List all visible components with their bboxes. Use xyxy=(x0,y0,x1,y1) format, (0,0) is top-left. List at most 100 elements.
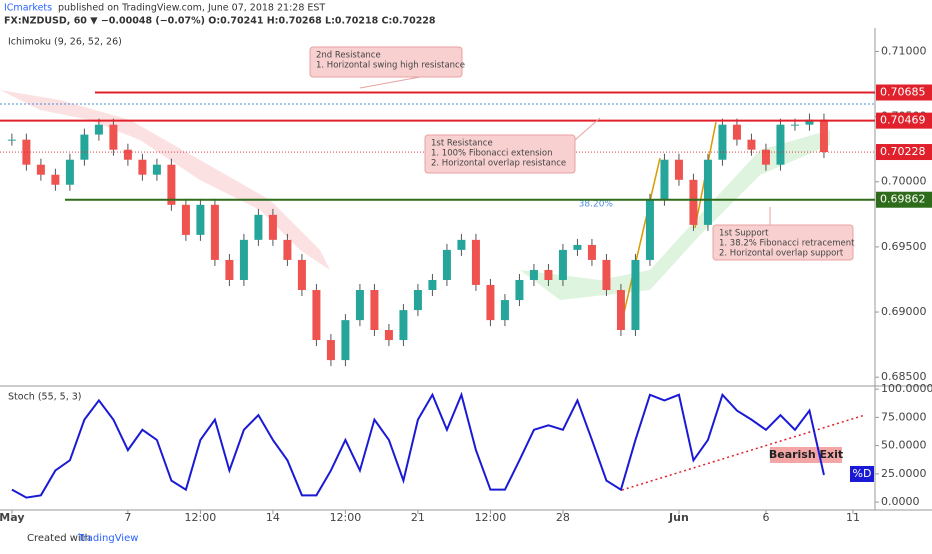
x-tick-label: 14 xyxy=(266,511,280,524)
candle xyxy=(471,239,480,285)
y-tick-label: 0.69000 xyxy=(881,305,927,318)
annotation-text: 2. Horizontal overlap resistance xyxy=(431,159,566,169)
x-tick-label: Jun xyxy=(668,511,689,524)
candle xyxy=(573,244,582,250)
candle xyxy=(312,290,321,341)
candle xyxy=(152,164,161,175)
candle xyxy=(486,284,495,321)
candle xyxy=(326,340,335,361)
candle xyxy=(210,204,219,260)
candle xyxy=(65,159,74,185)
candle xyxy=(761,149,770,165)
candle xyxy=(805,119,814,125)
callout xyxy=(359,76,421,89)
x-tick-label: 12:00 xyxy=(330,511,362,524)
annotation: Bearish Exit xyxy=(769,448,843,461)
candle xyxy=(254,214,263,240)
annotation-text: 1. 38.2% Fibonacci retracement xyxy=(719,239,855,249)
candle xyxy=(22,139,31,165)
annotation-text: 2. Horizontal overlap support xyxy=(719,249,844,259)
x-tick-label: 11 xyxy=(846,511,860,524)
candle xyxy=(689,179,698,225)
price-label: 0.69862 xyxy=(880,193,926,206)
candle xyxy=(631,259,640,331)
candle xyxy=(94,124,103,135)
candle xyxy=(500,300,509,321)
price-label-box xyxy=(876,144,932,161)
x-tick-label: 6 xyxy=(762,511,769,524)
indicator-label: Ichimoku (9, 26, 52, 26) xyxy=(8,37,122,48)
candle xyxy=(747,139,756,150)
candle xyxy=(370,290,379,331)
price-label: 0.70228 xyxy=(880,145,926,158)
candle xyxy=(36,164,45,175)
symbol-line: FX:NZDUSD, 60 ▼ −0.00048 (−0.07%) O:0.70… xyxy=(4,16,436,27)
candle xyxy=(167,164,176,205)
candle xyxy=(123,149,132,160)
callout xyxy=(574,117,601,141)
candle xyxy=(819,119,828,153)
y-tick-label: 100.0000 xyxy=(881,382,932,395)
y-tick-label: 0.69500 xyxy=(881,240,927,253)
candle xyxy=(529,269,538,280)
candle xyxy=(413,290,422,311)
candle xyxy=(790,124,799,126)
footer-text: Created with xyxy=(27,533,91,544)
candle xyxy=(558,249,567,280)
price-label-box xyxy=(876,84,932,101)
candle xyxy=(544,269,553,280)
published: published on TradingView.com, June 07, 2… xyxy=(58,3,325,14)
candle xyxy=(732,124,741,140)
candle xyxy=(660,159,669,200)
candle xyxy=(196,204,205,235)
y-tick-label: 0.0000 xyxy=(881,495,920,508)
candle xyxy=(718,124,727,160)
x-tick-label: 7 xyxy=(124,511,131,524)
candle xyxy=(138,159,147,175)
x-tick-label: 12:00 xyxy=(475,511,507,524)
fib-label: 38.20% xyxy=(579,200,614,210)
footer-brand[interactable]: TradingView xyxy=(77,533,138,544)
annotation-text: 1st Resistance xyxy=(431,139,493,149)
candle xyxy=(776,124,785,165)
y-tick-label: 0.70000 xyxy=(881,175,927,188)
candle xyxy=(80,134,89,160)
x-tick-label: 28 xyxy=(556,511,570,524)
y-tick-label: 0.68500 xyxy=(881,370,927,383)
annotation-text: 1st Support xyxy=(719,229,769,239)
candle xyxy=(341,320,350,361)
candle xyxy=(109,124,118,150)
label-box xyxy=(770,447,842,463)
publisher[interactable]: ICmarkets xyxy=(4,3,52,14)
candle xyxy=(51,174,60,185)
candle xyxy=(515,279,524,301)
indicator-label: Stoch (55, 5, 3) xyxy=(8,392,82,403)
x-tick-label: May xyxy=(0,511,24,524)
annotation-box xyxy=(712,224,854,261)
trend-arrow xyxy=(619,157,661,331)
annotation-box xyxy=(309,46,463,78)
annotation-text: 1. Horizontal swing high resistance xyxy=(316,61,465,71)
x-tick-label: 21 xyxy=(411,511,425,524)
cloud xyxy=(520,130,830,300)
price-label: 0.70685 xyxy=(880,85,926,98)
y-tick-label: 50.0000 xyxy=(881,439,927,452)
candle xyxy=(457,239,466,250)
candle xyxy=(355,290,364,321)
candle xyxy=(645,199,654,260)
legend-box xyxy=(850,465,874,482)
y-tick-label: 75.0000 xyxy=(881,410,927,423)
candle xyxy=(283,239,292,260)
candle xyxy=(297,259,306,291)
price-label: 0.70469 xyxy=(880,114,926,127)
candle xyxy=(587,244,596,260)
candle xyxy=(268,214,277,240)
candle xyxy=(616,290,625,331)
price-label-box xyxy=(876,191,932,208)
annotation-text: 2nd Resistance xyxy=(316,51,381,61)
annotation-box xyxy=(424,134,576,174)
y-tick-label: 0.71000 xyxy=(881,44,927,57)
candle xyxy=(225,259,234,280)
